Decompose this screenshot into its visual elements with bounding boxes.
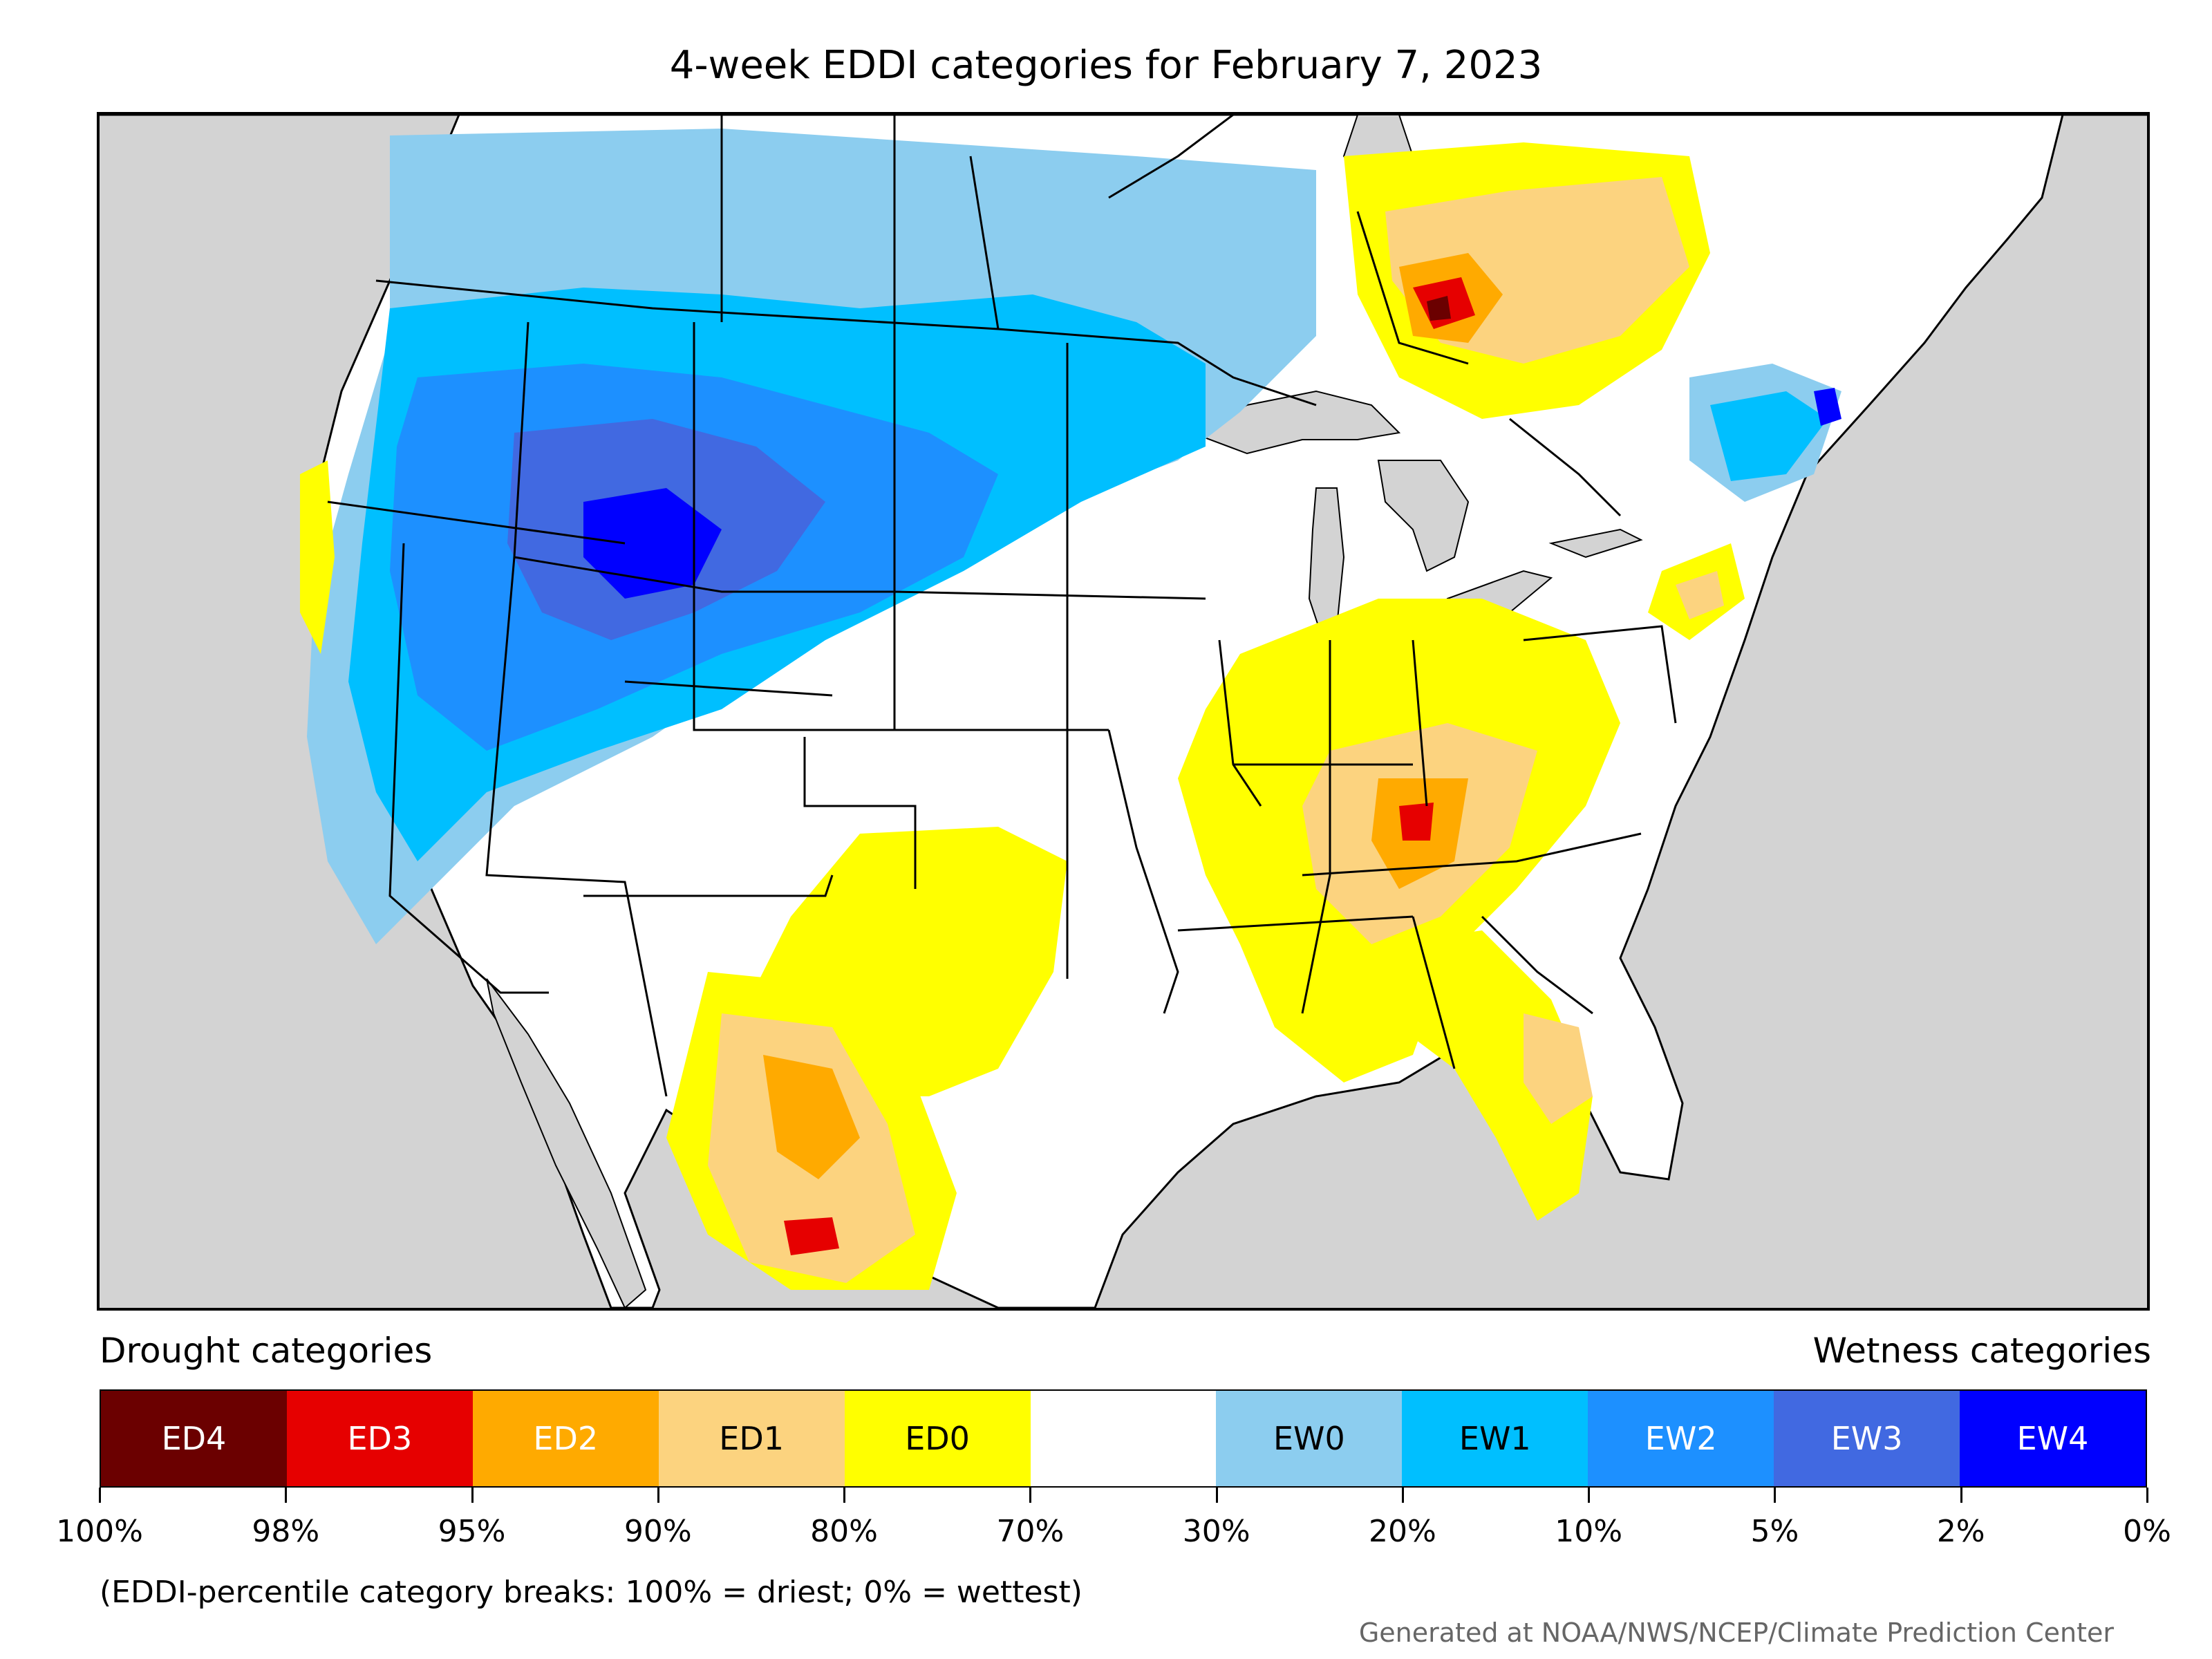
political-boundaries <box>327 115 1677 1097</box>
colorbar-tick <box>1960 1488 1962 1503</box>
colorbar-tick-label: 70% <box>996 1514 1065 1549</box>
colorbar-segment-ed2: ED2 <box>472 1391 659 1486</box>
colorbar-tick-label: 95% <box>438 1514 506 1549</box>
colorbar-segment-ed0: ED0 <box>844 1391 1031 1486</box>
colorbar-tick-label: 30% <box>1182 1514 1250 1549</box>
colorbar-tick-label: 5% <box>1750 1514 1799 1549</box>
gulf-of-california <box>486 978 647 1308</box>
colorbar-segment-ew1: EW1 <box>1402 1391 1588 1486</box>
colorbar-tick-label: 20% <box>1369 1514 1436 1549</box>
lake-ontario <box>1548 528 1643 559</box>
map-title: 4-week EDDI categories for February 7, 2… <box>669 43 1543 88</box>
colorbar-tick <box>1588 1488 1591 1503</box>
colorbar-tick <box>1774 1488 1777 1503</box>
colorbar-tick <box>285 1488 288 1503</box>
lake-huron <box>1377 460 1470 572</box>
wetness-categories-heading: Wetness categories <box>1812 1331 2151 1371</box>
colorbar-tick <box>843 1488 846 1503</box>
eddi-map <box>97 112 2150 1311</box>
colorbar-segment-neutral <box>1030 1391 1217 1486</box>
colorbar-tick-label: 90% <box>624 1514 692 1549</box>
colorbar-tick <box>1215 1488 1218 1503</box>
colorbar-segment-ed3: ED3 <box>286 1391 473 1486</box>
colorbar-tick-label: 80% <box>810 1514 878 1549</box>
colorbar-tick <box>2146 1488 2148 1503</box>
map-svg <box>100 115 2147 1308</box>
category-colorbar: ED4 ED3 ED2 ED1 ED0 EW0 EW1 EW2 EW3 EW4 <box>100 1389 2147 1488</box>
colorbar-segment-ew3: EW3 <box>1774 1391 1960 1486</box>
colorbar-tick <box>99 1488 101 1503</box>
colorbar-tick-label: 0% <box>2123 1514 2171 1549</box>
colorbar-tick-label: 10% <box>1555 1514 1623 1549</box>
colorbar-tick-label: 100% <box>56 1514 143 1549</box>
colorbar-tick <box>1029 1488 1032 1503</box>
colorbar-segment-ed4: ED4 <box>101 1391 287 1486</box>
colorbar-ticks <box>99 1488 2148 1503</box>
colorbar-tick <box>657 1488 659 1503</box>
colorbar-tick <box>471 1488 474 1503</box>
category-breaks-note: (EDDI-percentile category breaks: 100% =… <box>100 1575 1082 1610</box>
colorbar-tick-label: 2% <box>1936 1514 1985 1549</box>
colorbar-tick-label: 98% <box>252 1514 320 1549</box>
drought-categories-heading: Drought categories <box>100 1331 433 1371</box>
colorbar-segment-ew4: EW4 <box>1960 1391 2146 1486</box>
credit-line: Generated at NOAA/NWS/NCEP/Climate Predi… <box>1358 1618 2114 1648</box>
colorbar-segment-ew0: EW0 <box>1216 1391 1403 1486</box>
colorbar-segment-ew2: EW2 <box>1588 1391 1774 1486</box>
eddi-dry-areas <box>300 142 1745 1290</box>
colorbar-segment-ed1: ED1 <box>658 1391 845 1486</box>
colorbar-tick <box>1401 1488 1404 1503</box>
